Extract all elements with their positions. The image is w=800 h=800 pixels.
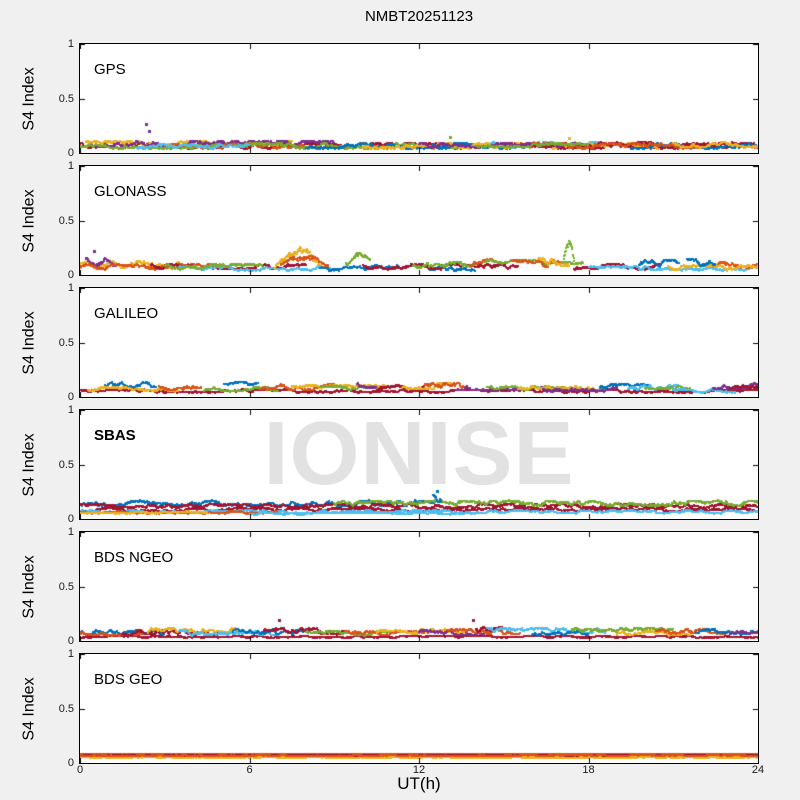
y-tick-label: 0 [67,391,74,403]
y-axis-label: S4 Index [21,432,38,497]
galileo-plot-canvas [80,288,758,397]
y-tick-label: 0.5 [58,702,74,715]
y-tick-label: 0 [67,635,74,647]
sbas-plot-canvas [80,410,758,519]
x-tick-label: 0 [76,764,84,776]
x-axis-tick-labels: 0 6 12 18 24 [76,764,764,778]
y-axis-label: S4 Index [21,188,38,253]
panel-label-sbas: SBAS [94,427,136,444]
bds-ngeo-plot-canvas [80,532,758,641]
panel-glonass: S4 Index 1 0.5 0 GLONASS [21,160,759,281]
y-tick-label: 1 [67,648,74,660]
y-tick-label: 1 [67,38,74,50]
panel-label-bds-ngeo: BDS NGEO [94,549,174,566]
y-tick-label: 0.5 [58,458,74,471]
y-axis-label: S4 Index [21,66,38,131]
gps-plot-canvas [80,44,758,153]
glonass-plot-canvas [80,166,758,275]
panel-gps: S4 Index 1 0.5 0 GPS [21,38,759,159]
bds-geo-plot-canvas [80,654,758,763]
panel-label-glonass: GLONASS [94,183,167,200]
y-tick-label: 0.5 [58,580,74,593]
y-tick-label: 0 [67,269,74,281]
y-tick-label: 1 [67,282,74,294]
y-tick-label: 1 [67,160,74,172]
x-tick-label: 12 [412,764,426,776]
panel-label-bds-geo: BDS GEO [94,671,163,688]
y-tick-label: 0 [67,147,74,159]
panel-label-gps: GPS [94,61,126,78]
y-axis-label: S4 Index [21,676,38,741]
panel-galileo: S4 Index 1 0.5 0 GALILEO [21,282,759,403]
y-tick-label: 0.5 [58,336,74,349]
y-tick-label: 0 [67,513,74,525]
panel-bds-ngeo: S4 Index 1 0.5 0 BDS NGEO [21,526,759,647]
panel-sbas: IONISE S4 Index 1 0.5 0 SBAS [21,404,759,525]
y-tick-label: 0.5 [58,92,74,105]
y-axis-label: S4 Index [21,310,38,375]
x-tick-label: 6 [246,764,253,776]
y-tick-label: 0 [67,757,74,769]
y-tick-label: 1 [67,526,74,538]
panel-label-galileo: GALILEO [94,305,159,322]
x-tick-label: 24 [751,764,765,776]
figure-title: NMBT20251123 [364,8,474,25]
y-axis-label: S4 Index [21,554,38,619]
x-tick-label: 18 [582,764,595,776]
x-axis-label: UT(h) [397,774,441,793]
y-tick-label: 1 [67,404,74,416]
panel-bds-geo: S4 Index 1 0.5 0 BDS GEO [21,648,759,769]
y-tick-label: 0.5 [58,214,74,227]
